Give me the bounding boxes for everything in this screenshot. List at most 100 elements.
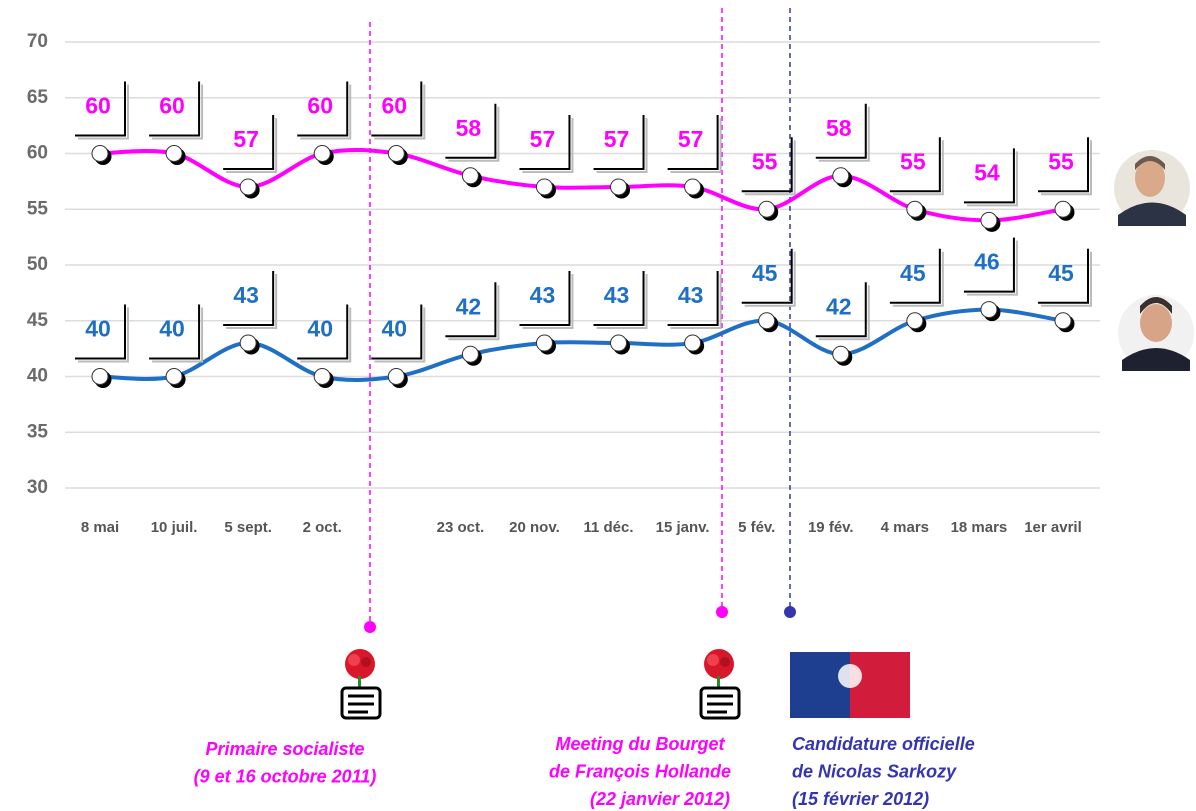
data-point	[313, 145, 331, 162]
data-label: 57	[604, 126, 630, 152]
x-tick-label: 18 mars	[951, 519, 1008, 536]
label-callout	[149, 304, 201, 360]
label-callout	[297, 81, 349, 137]
data-point	[461, 167, 479, 185]
data-point	[165, 145, 183, 162]
label-callout	[519, 114, 571, 170]
label-callout	[815, 103, 867, 159]
portrait-sarkozy	[1118, 295, 1194, 371]
data-label: 55	[1048, 148, 1074, 174]
data-label: 55	[752, 148, 778, 174]
data-point	[461, 345, 479, 363]
data-label: 40	[307, 316, 333, 342]
data-point	[906, 312, 924, 330]
data-point	[313, 368, 331, 385]
data-point	[832, 167, 850, 185]
event-dot	[716, 606, 728, 618]
data-point	[91, 368, 109, 385]
label-callout	[75, 81, 126, 137]
data-point	[758, 200, 776, 218]
portrait-hollande	[1114, 150, 1190, 226]
data-point	[684, 334, 702, 352]
data-point	[239, 334, 257, 352]
data-point	[91, 145, 109, 162]
annotation: Candidature officielle	[792, 734, 975, 754]
data-point	[1054, 200, 1072, 218]
y-tick-label: 40	[27, 366, 48, 387]
data-label: 57	[233, 126, 259, 152]
label-callout	[741, 137, 793, 193]
data-point	[535, 178, 553, 196]
label-callout	[1038, 248, 1089, 304]
data-point	[684, 178, 702, 196]
x-tick-label: 11 déc.	[584, 519, 634, 536]
x-tick-label: 2 oct.	[303, 519, 342, 536]
data-label: 43	[678, 282, 704, 308]
label-callout	[297, 304, 349, 360]
data-label: 46	[974, 249, 1000, 275]
label-callout	[445, 282, 497, 338]
data-point	[980, 211, 998, 229]
data-label: 43	[604, 282, 630, 308]
rose-icon	[699, 649, 741, 720]
data-label: 55	[900, 148, 926, 174]
data-point	[832, 345, 850, 363]
data-point	[610, 178, 628, 196]
data-label: 43	[233, 282, 259, 308]
data-label: 42	[826, 293, 852, 319]
event-dot	[784, 606, 796, 618]
event-dot	[364, 621, 376, 633]
x-tick-label: 15 janv.	[656, 519, 710, 536]
data-point	[1054, 312, 1072, 330]
annotation: Meeting du Bourget	[556, 734, 726, 754]
data-point	[610, 334, 628, 352]
x-tick-label: 5 fév.	[738, 519, 775, 536]
data-label: 40	[85, 316, 111, 342]
label-callout	[741, 248, 793, 304]
y-tick-label: 60	[27, 143, 48, 164]
data-label: 45	[752, 260, 778, 286]
data-label: 60	[85, 93, 111, 119]
label-callout	[223, 114, 275, 170]
x-tick-label: 5 sept.	[224, 519, 272, 536]
label-callout	[371, 81, 423, 137]
annotation: Primaire socialiste	[205, 739, 364, 759]
data-label: 58	[456, 115, 482, 141]
y-tick-label: 45	[27, 310, 49, 331]
data-label: 43	[530, 282, 556, 308]
data-label: 45	[1048, 260, 1074, 286]
x-tick-label: 20 nov.	[509, 519, 560, 536]
data-label: 60	[307, 93, 333, 119]
data-point	[387, 145, 405, 162]
y-tick-label: 70	[27, 31, 48, 52]
annotation: de François Hollande	[549, 761, 731, 781]
annotation: de Nicolas Sarkozy	[792, 761, 957, 781]
data-point	[906, 200, 924, 218]
data-point	[387, 368, 405, 385]
y-tick-label: 55	[27, 198, 49, 219]
x-tick-label: 10 juil.	[151, 519, 198, 536]
data-label: 40	[382, 316, 408, 342]
y-tick-label: 35	[27, 421, 49, 442]
annotation: (9 et 16 octobre 2011)	[194, 766, 377, 786]
data-point	[165, 368, 183, 385]
label-callout	[149, 81, 201, 137]
label-callout	[75, 304, 126, 360]
label-callout	[889, 137, 941, 193]
data-label: 54	[974, 159, 1000, 185]
label-callout	[519, 271, 571, 327]
data-point	[239, 178, 257, 196]
label-callout	[889, 248, 941, 304]
data-label: 60	[382, 93, 408, 119]
data-point	[535, 334, 553, 352]
data-label: 45	[900, 260, 926, 286]
data-label: 60	[159, 93, 185, 119]
data-label: 57	[678, 126, 704, 152]
annotation: (15 février 2012)	[792, 789, 929, 809]
y-tick-label: 30	[27, 477, 48, 498]
annotation: (22 janvier 2012)	[590, 789, 730, 809]
ump-logo	[790, 652, 910, 718]
data-label: 58	[826, 115, 852, 141]
data-label: 57	[530, 126, 556, 152]
data-label: 40	[159, 316, 185, 342]
